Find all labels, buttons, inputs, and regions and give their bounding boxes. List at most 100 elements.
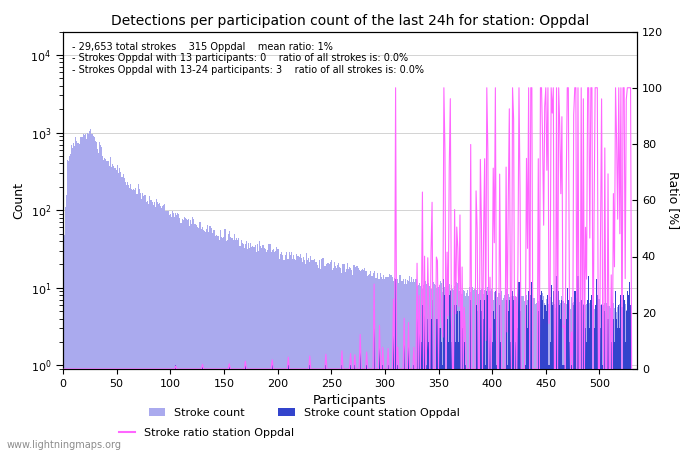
Bar	[552, 302, 553, 450]
Bar	[349, 267, 350, 450]
Bar	[350, 365, 351, 450]
Bar	[550, 342, 551, 450]
Bar	[412, 282, 413, 450]
Bar	[429, 286, 430, 450]
Bar	[179, 218, 181, 450]
Bar	[380, 273, 381, 450]
Bar	[500, 342, 501, 450]
Bar	[304, 260, 305, 450]
Bar	[586, 342, 587, 450]
Bar	[171, 216, 172, 450]
Bar	[164, 204, 165, 450]
Bar	[206, 229, 207, 450]
Bar	[188, 219, 189, 450]
Bar	[298, 257, 300, 450]
Bar	[466, 293, 467, 450]
Bar	[465, 296, 466, 450]
Text: www.lightningmaps.org: www.lightningmaps.org	[7, 440, 122, 450]
Bar	[149, 196, 150, 450]
Bar	[262, 245, 263, 450]
Bar	[103, 160, 104, 450]
Bar	[449, 284, 450, 450]
Bar	[620, 295, 622, 450]
Bar	[346, 263, 348, 450]
Bar	[281, 252, 282, 450]
Bar	[546, 311, 547, 450]
Bar	[186, 219, 187, 450]
Bar	[485, 288, 486, 450]
Bar	[227, 240, 228, 450]
Bar	[332, 269, 334, 450]
Bar	[183, 217, 185, 450]
Bar	[96, 142, 97, 450]
Bar	[88, 134, 90, 450]
Bar	[510, 342, 511, 450]
Bar	[468, 296, 469, 450]
Bar	[513, 300, 514, 450]
Bar	[442, 292, 443, 450]
Bar	[542, 300, 543, 450]
Bar	[366, 365, 368, 450]
Bar	[214, 230, 215, 450]
Bar	[245, 244, 246, 450]
Bar	[559, 305, 560, 450]
Bar	[427, 319, 428, 450]
Bar	[552, 305, 553, 450]
Bar	[219, 240, 220, 450]
Bar	[542, 293, 543, 450]
Bar	[430, 319, 431, 450]
Bar	[228, 234, 229, 450]
Bar	[495, 293, 496, 450]
Bar	[381, 277, 382, 450]
Bar	[423, 285, 424, 450]
Bar	[430, 289, 431, 450]
Bar	[416, 286, 418, 450]
Bar	[582, 305, 583, 450]
Bar	[87, 133, 88, 450]
Bar	[101, 147, 102, 450]
Bar	[294, 259, 295, 450]
Bar	[505, 288, 507, 450]
Bar	[229, 231, 230, 450]
Bar	[115, 168, 116, 450]
Stroke ratio station Oppdal	[494, 366, 502, 372]
Bar	[422, 305, 423, 450]
Stroke ratio station Oppdal	[627, 366, 636, 372]
Bar	[386, 277, 388, 450]
Bar	[220, 230, 221, 450]
Bar	[404, 342, 405, 450]
Stroke ratio station Oppdal	[307, 366, 315, 372]
Bar	[628, 295, 629, 450]
Bar	[173, 213, 174, 450]
Bar	[202, 227, 203, 450]
Bar	[247, 249, 248, 450]
Bar	[570, 309, 571, 450]
Bar	[596, 306, 597, 450]
Bar	[527, 300, 528, 450]
Bar	[594, 305, 596, 450]
Bar	[450, 290, 451, 450]
Stroke ratio station Oppdal	[177, 366, 186, 372]
Bar	[459, 311, 461, 450]
Bar	[458, 292, 459, 450]
Bar	[608, 306, 610, 450]
Bar	[100, 145, 101, 450]
Bar	[302, 261, 303, 450]
Bar	[503, 297, 505, 450]
Bar	[413, 365, 414, 450]
Bar	[256, 252, 257, 450]
Bar	[531, 282, 533, 450]
Bar	[175, 212, 176, 450]
Bar	[571, 297, 572, 450]
Bar	[259, 242, 260, 450]
Stroke ratio station Oppdal	[60, 366, 69, 372]
Bar	[422, 289, 423, 450]
Bar	[556, 276, 557, 450]
Bar	[439, 288, 440, 450]
Bar	[514, 297, 515, 450]
Bar	[508, 311, 509, 450]
Bar	[360, 270, 362, 450]
Stroke ratio station Oppdal	[599, 366, 608, 372]
Bar	[553, 303, 554, 450]
Bar	[376, 278, 377, 450]
